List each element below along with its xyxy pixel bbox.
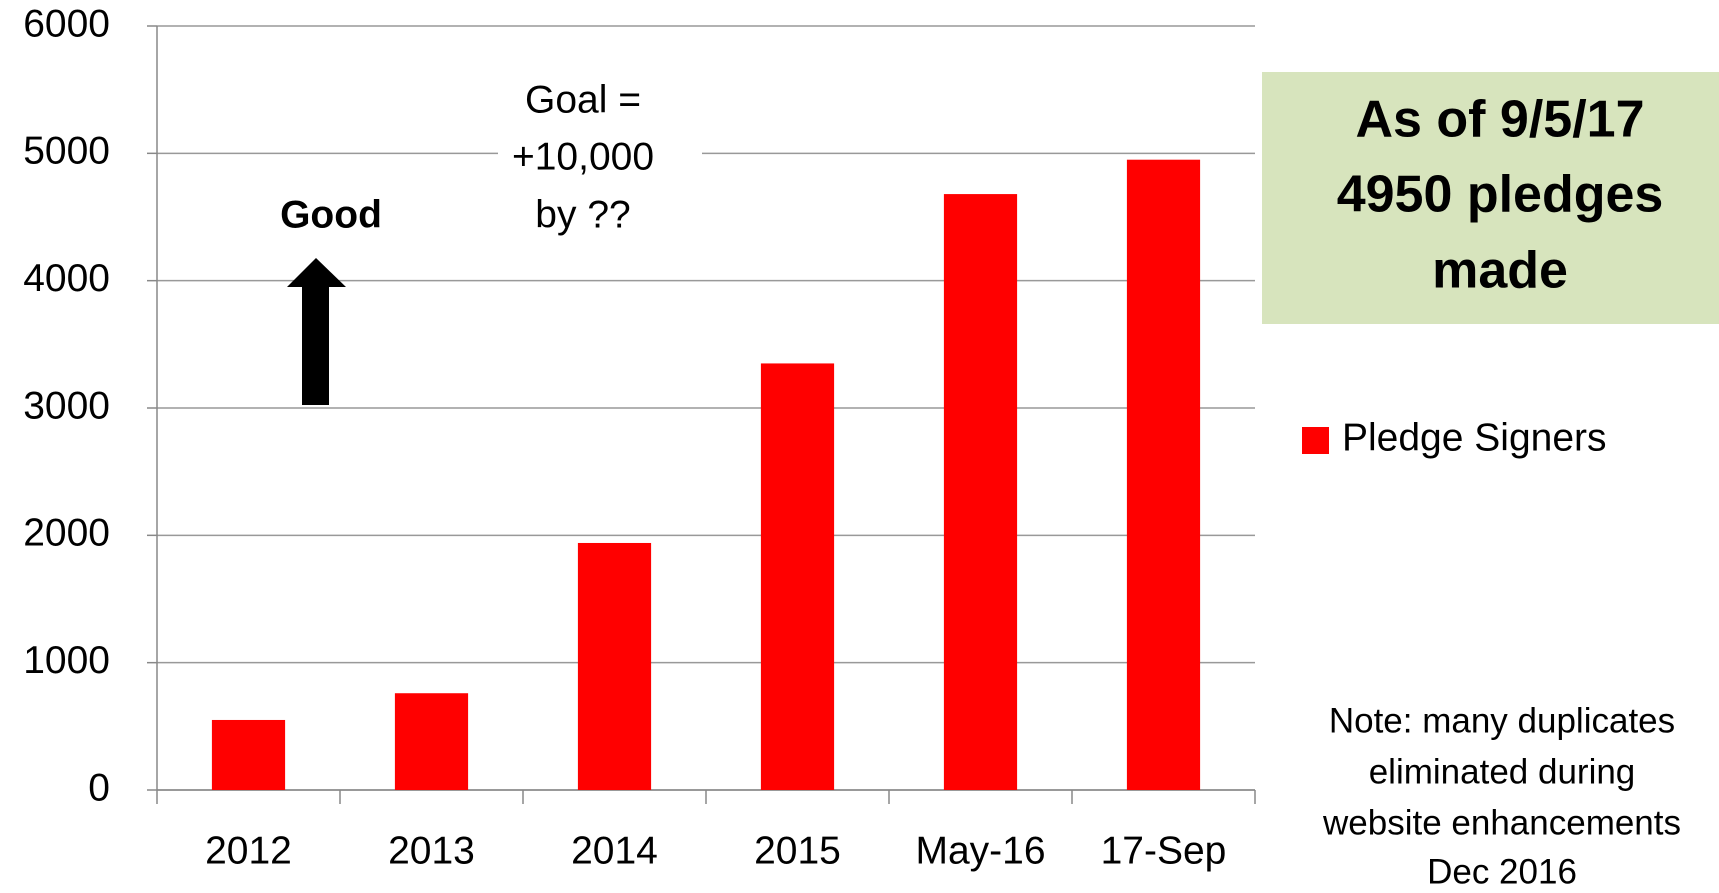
note-line: Dec 2016 [1427,852,1577,891]
bar [577,542,652,790]
bar [394,693,469,790]
x-tick-label: 2012 [205,829,292,872]
note-line: eliminated during [1369,752,1636,791]
y-tick-label: 2000 [23,512,110,555]
x-tick-label: May-16 [915,829,1045,872]
textbox-line: As of 9/5/17 [1355,91,1644,149]
textbox-line: made [1432,242,1568,300]
textbox-line: 4950 pledges [1337,166,1664,224]
bar [211,719,286,790]
goal-text: Goal = [525,78,641,121]
bar [943,194,1018,790]
annotations: Goal = +10,000 by ?? Good [280,78,702,405]
goal-text: +10,000 [512,135,654,178]
x-tick-label: 2013 [388,829,475,872]
goal-background [498,138,702,170]
note-line: Note: many duplicates [1329,701,1675,740]
legend-label: Pledge Signers [1342,416,1607,459]
bar [760,363,835,790]
y-tick-label: 5000 [23,130,110,173]
y-tick-label: 6000 [23,2,110,45]
x-tick-label: 2014 [571,829,658,872]
x-tick-label: 2015 [754,829,841,872]
y-tick-label: 3000 [23,384,110,427]
arrow [287,258,346,405]
textbox [1262,72,1719,324]
y-tick-label: 1000 [23,639,110,682]
goal-text: by ?? [535,193,630,236]
bar [1126,159,1201,790]
plot: 0 1000 2000 3000 4000 5000 6000 2012 2013 2014 201… [23,2,1256,872]
y-tick-label: 0 [88,766,110,809]
legend-swatch [1302,427,1329,454]
note-line: website enhancements [1322,803,1681,842]
x-tick-label: 17-Sep [1101,829,1227,872]
good-text: Good [280,193,382,236]
y-tick-label: 4000 [23,257,110,300]
